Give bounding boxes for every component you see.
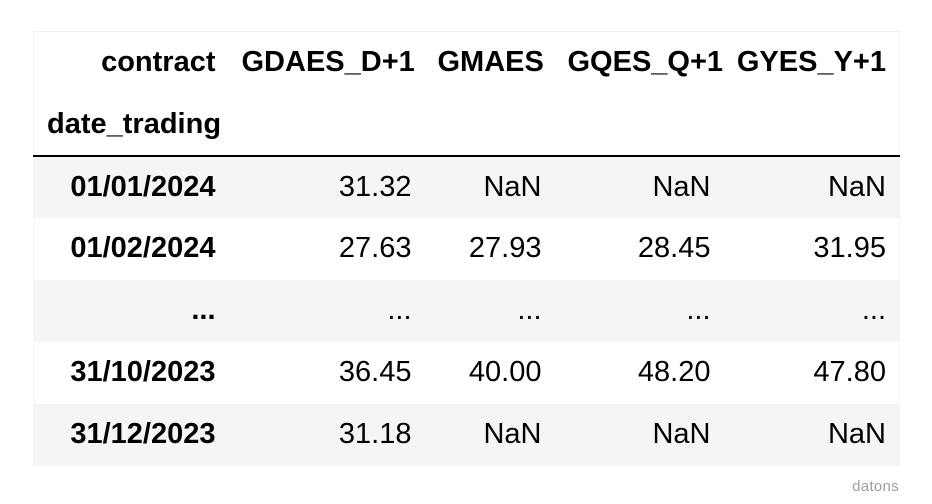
table-row: 01/02/2024 27.63 27.93 28.45 31.95: [33, 217, 900, 280]
column-header-gqes: GQES_Q+1: [567, 46, 724, 79]
table-row: 31/10/2023 36.45 40.00 48.20 47.80: [33, 341, 900, 404]
table-row: 01/01/2024 31.32 NaN NaN NaN: [33, 155, 900, 218]
column-header-row: contract GDAES_D+1 GMAES GQES_Q+1 GYES_Y…: [34, 32, 900, 94]
table-header: contract GDAES_D+1 GMAES GQES_Q+1 GYES_Y…: [33, 32, 900, 157]
column-header-gdaes: GDAES_D+1: [241, 46, 415, 79]
dataframe-table: contract GDAES_D+1 GMAES GQES_Q+1 GYES_Y…: [33, 31, 900, 466]
cell-value: 31.95: [813, 232, 886, 264]
cell-value: 31.18: [338, 418, 412, 450]
cell-value: 31.32: [338, 170, 412, 203]
index-name: date_trading: [33, 93, 229, 157]
row-index: ...: [191, 294, 216, 326]
cell-value: ...: [686, 294, 711, 326]
cell-value: NaN: [827, 170, 886, 203]
cell-value: NaN: [652, 418, 711, 450]
cell-value: NaN: [827, 418, 886, 450]
index-name-row: date_trading: [33, 93, 900, 157]
table-row-ellipsis: ... ... ... ... ...: [33, 279, 900, 342]
cell-value: 27.63: [338, 232, 412, 264]
column-header-gyes: GYES_Y+1: [736, 46, 886, 79]
cell-value: NaN: [483, 418, 542, 450]
datons-watermark: datons: [852, 478, 899, 495]
cell-value: ...: [517, 294, 542, 326]
cell-value: 48.20: [637, 356, 711, 388]
cell-value: ...: [861, 294, 886, 326]
cell-value: 40.00: [468, 356, 542, 388]
empty-header-cell: [228, 93, 425, 157]
row-index: 01/01/2024: [70, 170, 216, 203]
row-index: 31/10/2023: [70, 356, 216, 388]
columns-axis-name: contract: [101, 46, 216, 79]
row-index: 31/12/2023: [70, 418, 216, 450]
column-header-gmaes: GMAES: [437, 46, 544, 79]
table-body: 01/01/2024 31.32 NaN NaN NaN 01/02/2024 …: [33, 155, 900, 466]
cell-value: 47.80: [813, 356, 886, 388]
cell-value: NaN: [483, 170, 542, 203]
row-index: 01/02/2024: [70, 232, 216, 264]
table-row: 31/12/2023 31.18 NaN NaN NaN: [33, 403, 900, 466]
cell-value: 36.45: [338, 356, 412, 388]
cell-value: NaN: [652, 170, 711, 203]
cell-value: 28.45: [637, 232, 711, 264]
empty-header-cell: [424, 93, 555, 157]
empty-header-cell: [554, 93, 724, 157]
cell-value: 27.93: [468, 232, 542, 264]
empty-header-cell: [723, 93, 900, 157]
cell-value: ...: [387, 294, 412, 326]
